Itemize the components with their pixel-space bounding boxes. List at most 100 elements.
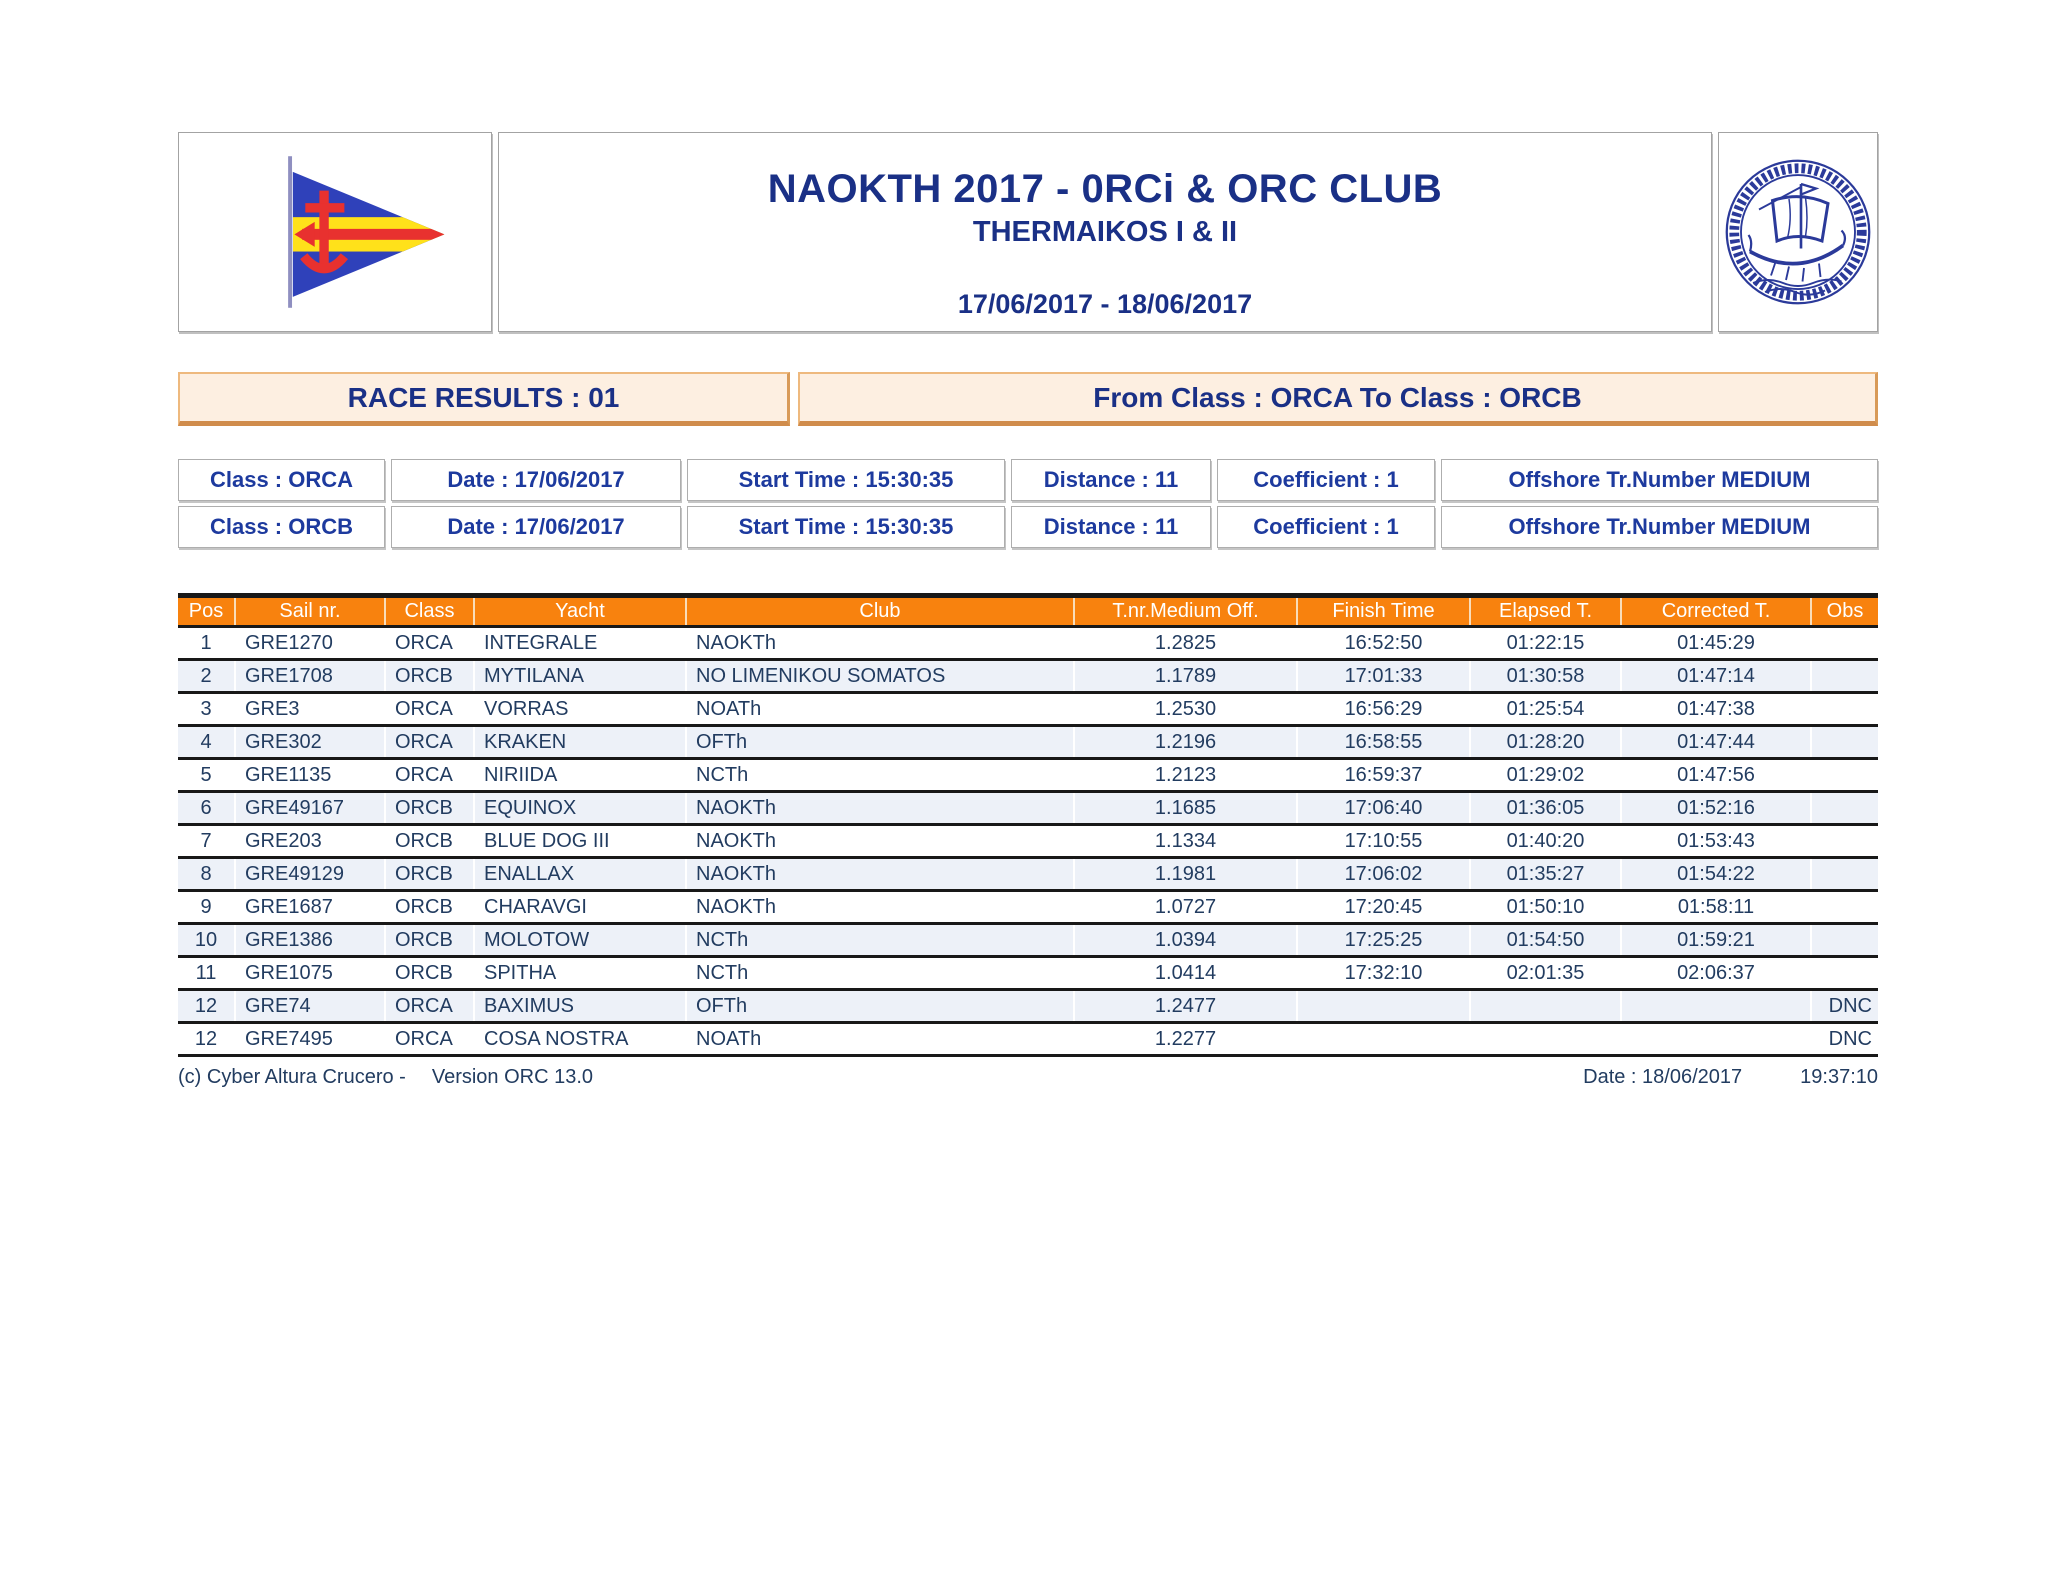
cell-tnr-medium-off: 1.2196 xyxy=(1074,725,1298,759)
cell-class: ORCA xyxy=(385,626,475,660)
cell-sail-nr: GRE1270 xyxy=(235,626,386,660)
result-row: 10 GRE1386 ORCB MOLOTOW NCTh 1.0394 17:25:25 01… xyxy=(178,923,1878,957)
cell-pos: 8 xyxy=(178,857,236,891)
cell-yacht: NIRIIDA xyxy=(474,758,687,792)
cell-club: NAOKTh xyxy=(686,791,1075,825)
result-row: 4 GRE302 ORCA KRAKEN OFTh 1.2196 16:58:55 01:28… xyxy=(178,725,1878,759)
col-header-tnr-medium-off: T.nr.Medium Off. xyxy=(1074,595,1298,627)
cell-corrected-t: 01:47:38 xyxy=(1621,692,1812,726)
cell-elapsed-t: 01:25:54 xyxy=(1470,692,1622,726)
cell-club: OFTh xyxy=(686,725,1075,759)
cell-class: ORCA xyxy=(385,1022,475,1056)
cell-elapsed-t xyxy=(1470,989,1622,1023)
result-row: 9 GRE1687 ORCB CHARAVGI NAOKTh 1.0727 17:20:45… xyxy=(178,890,1878,924)
cell-tnr-medium-off: 1.2477 xyxy=(1074,989,1298,1023)
cell-club: NO LIMENIKOU SOMATOS xyxy=(686,659,1075,693)
cell-finish-time: 17:06:02 xyxy=(1297,857,1471,891)
cell-club: OFTh xyxy=(686,989,1075,1023)
cell-obs xyxy=(1811,891,1878,924)
race-results-label: RACE RESULTS : 01 xyxy=(178,372,790,426)
cell-obs xyxy=(1811,627,1878,660)
cell-corrected-t: 02:06:37 xyxy=(1621,956,1812,990)
col-header-elapsed-t: Elapsed T. xyxy=(1470,595,1622,627)
cell-club: NAOKTh xyxy=(686,824,1075,858)
col-header-yacht: Yacht xyxy=(474,595,687,627)
cell-tnr-medium-off: 1.2825 xyxy=(1074,626,1298,660)
class-info-cell: Distance : 11 xyxy=(1011,506,1211,548)
col-header-pos: Pos xyxy=(178,595,236,627)
cell-finish-time: 16:58:55 xyxy=(1297,725,1471,759)
cell-elapsed-t: 01:35:27 xyxy=(1470,857,1622,891)
cell-elapsed-t: 01:40:20 xyxy=(1470,824,1622,858)
cell-yacht: BLUE DOG III xyxy=(474,824,687,858)
cell-finish-time: 17:06:40 xyxy=(1297,791,1471,825)
cell-yacht: EQUINOX xyxy=(474,791,687,825)
cell-elapsed-t: 01:28:20 xyxy=(1470,725,1622,759)
cell-pos: 12 xyxy=(178,989,236,1023)
cell-corrected-t: 01:52:16 xyxy=(1621,791,1812,825)
report-time: 19:37:10 xyxy=(1800,1066,1878,1088)
footer-left: (c) Cyber Altura Crucero - Version ORC 13… xyxy=(178,1066,593,1089)
naokth-seal-logo xyxy=(1725,159,1871,305)
cell-elapsed-t: 01:50:10 xyxy=(1470,890,1622,924)
cell-yacht: CHARAVGI xyxy=(474,890,687,924)
report-footer: (c) Cyber Altura Crucero - Version ORC 13… xyxy=(178,1066,1878,1089)
col-header-obs: Obs xyxy=(1811,595,1878,627)
cell-finish-time: 17:20:45 xyxy=(1297,890,1471,924)
cell-club: NCTh xyxy=(686,923,1075,957)
cell-tnr-medium-off: 1.0727 xyxy=(1074,890,1298,924)
cell-yacht: ENALLAX xyxy=(474,857,687,891)
cell-sail-nr: GRE1075 xyxy=(235,956,386,990)
class-info-cell: Class : ORCB xyxy=(178,506,385,548)
cell-obs xyxy=(1811,792,1878,825)
cell-tnr-medium-off: 1.1334 xyxy=(1074,824,1298,858)
report-page: NAOKTH 2017 - 0RCi & ORC CLUB THERMAIKOS… xyxy=(178,132,1878,1089)
race-class-range-label: From Class : ORCA To Class : ORCB xyxy=(798,372,1878,426)
race-results-bar: RACE RESULTS : 01 From Class : ORCA To C… xyxy=(178,372,1878,426)
class-info-cell: Coefficient : 1 xyxy=(1217,506,1435,548)
cell-tnr-medium-off: 1.2530 xyxy=(1074,692,1298,726)
results-table: Pos Sail nr. Class Yacht Club T.nr.Medium Off… xyxy=(178,593,1878,1057)
cell-obs xyxy=(1811,924,1878,957)
cell-class: ORCB xyxy=(385,956,475,990)
cell-finish-time: 16:52:50 xyxy=(1297,626,1471,660)
cell-obs xyxy=(1811,759,1878,792)
cell-tnr-medium-off: 1.0414 xyxy=(1074,956,1298,990)
col-header-sail-nr: Sail nr. xyxy=(235,595,386,627)
cell-obs xyxy=(1811,726,1878,759)
cell-finish-time: 16:56:29 xyxy=(1297,692,1471,726)
cell-yacht: COSA NOSTRA xyxy=(474,1022,687,1056)
cell-corrected-t: 01:47:14 xyxy=(1621,659,1812,693)
seal-logo-box xyxy=(1718,132,1878,332)
cell-sail-nr: GRE74 xyxy=(235,989,386,1023)
cell-class: ORCA xyxy=(385,725,475,759)
version-text: Version ORC 13.0 xyxy=(431,1066,594,1088)
cell-pos: 7 xyxy=(178,824,236,858)
col-header-finish-time: Finish Time xyxy=(1297,595,1471,627)
cell-tnr-medium-off: 1.1981 xyxy=(1074,857,1298,891)
cell-club: NOATh xyxy=(686,692,1075,726)
cell-tnr-medium-off: 1.1789 xyxy=(1074,659,1298,693)
cell-pos: 9 xyxy=(178,890,236,924)
cell-class: ORCB xyxy=(385,659,475,693)
cell-sail-nr: GRE302 xyxy=(235,725,386,759)
cell-class: ORCA xyxy=(385,692,475,726)
cell-pos: 1 xyxy=(178,626,236,660)
cell-club: NAOKTh xyxy=(686,857,1075,891)
cell-corrected-t: 01:59:21 xyxy=(1621,923,1812,957)
result-row: 12 GRE7495 ORCA COSA NOSTRA NOATh 1.2277 DNC xyxy=(178,1022,1878,1056)
result-row: 11 GRE1075 ORCB SPITHA NCTh 1.0414 17:32:10 02:… xyxy=(178,956,1878,990)
cell-class: ORCB xyxy=(385,791,475,825)
cell-elapsed-t: 01:22:15 xyxy=(1470,626,1622,660)
cell-finish-time xyxy=(1297,989,1471,1023)
cell-club: NCTh xyxy=(686,956,1075,990)
cell-club: NAOKTh xyxy=(686,626,1075,660)
cell-club: NOATh xyxy=(686,1022,1075,1056)
cell-sail-nr: GRE203 xyxy=(235,824,386,858)
cell-pos: 2 xyxy=(178,659,236,693)
class-info-cell: Date : 17/06/2017 xyxy=(391,506,681,548)
cell-finish-time: 17:10:55 xyxy=(1297,824,1471,858)
cell-yacht: MYTILANA xyxy=(474,659,687,693)
class-info-cell: Date : 17/06/2017 xyxy=(391,459,681,501)
page-title: NAOKTH 2017 - 0RCi & ORC CLUB xyxy=(767,167,1443,211)
